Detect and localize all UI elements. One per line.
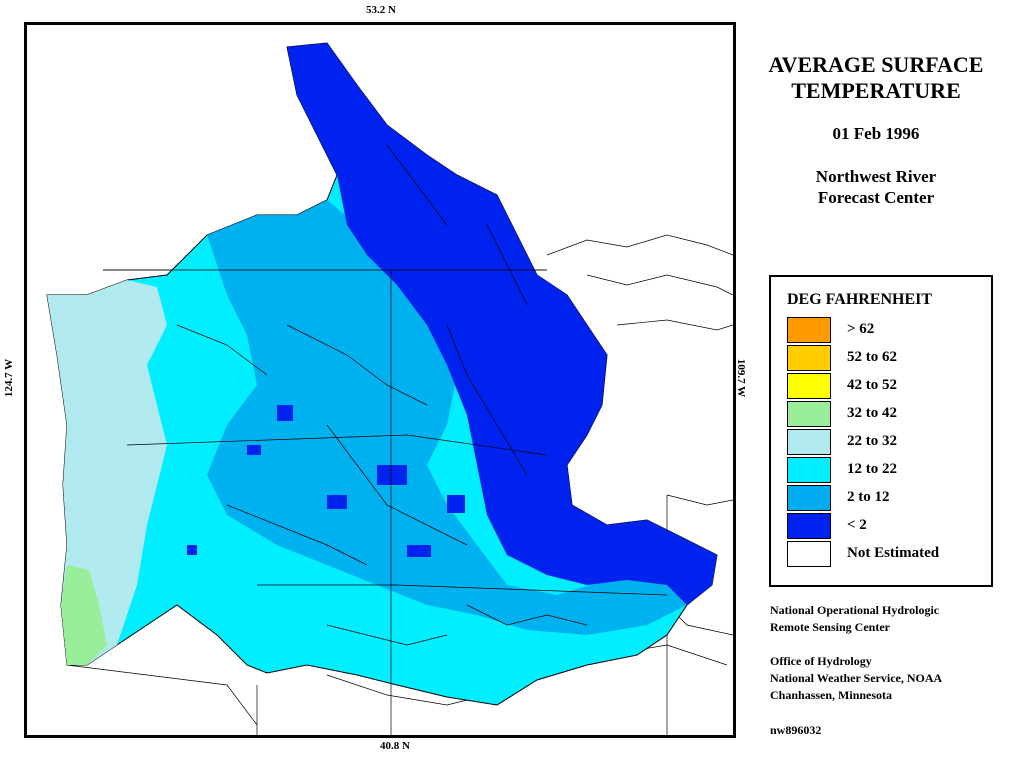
region-cold [287,43,717,605]
legend-label: 12 to 22 [847,461,897,477]
legend-swatch [787,429,831,455]
map-date: 01 Feb 1996 [832,124,920,143]
legend: DEG FAHRENHEIT > 62 52 to 62 42 to 52 32… [769,275,993,587]
legend-swatch [787,317,831,343]
map-title: AVERAGE SURFACE TEMPERATURE [748,52,1004,104]
credit-line: National Weather Service, NOAA [770,671,943,685]
credit-line: National Operational Hydrologic [770,603,940,617]
region-mid [207,200,717,635]
legend-label: 2 to 12 [847,489,890,505]
forecast-center-line2: Forecast Center [817,188,935,207]
legend-item: < 2 [787,513,987,541]
legend-title: DEG FAHRENHEIT [787,291,933,308]
forecast-center: Northwest River Forecast Center [748,166,1004,208]
legend-swatch [787,373,831,399]
legend-swatch [787,485,831,511]
product-id: nw896032 [770,723,822,737]
legend-item: Not Estimated [787,541,987,569]
temperature-map [24,22,736,738]
legend-swatch [787,513,831,539]
legend-swatch [787,457,831,483]
legend-label: 52 to 62 [847,349,897,365]
legend-item: 2 to 12 [787,485,987,513]
credit-line: Remote Sensing Center [770,620,890,634]
legend-swatch [787,345,831,371]
map-title-line1: AVERAGE SURFACE [768,52,984,77]
legend-label: 42 to 52 [847,377,897,393]
credit-line: Office of Hydrology [770,654,872,668]
credit-nohrsc: National Operational Hydrologic Remote S… [770,602,939,636]
legend-label: > 62 [847,321,875,337]
legend-item: > 62 [787,317,987,345]
map-title-line2: TEMPERATURE [791,78,961,103]
legend-item: 12 to 22 [787,457,987,485]
legend-item: 52 to 62 [787,345,987,373]
longitude-right-label: 109.7 W [735,358,748,398]
map-canvas [46,42,733,735]
forecast-center-line1: Northwest River [815,167,937,186]
latitude-top-label: 53.2 N [366,4,396,16]
credit-noaa: Office of Hydrology National Weather Ser… [770,653,942,704]
basin-boundaries [103,144,668,735]
region-warm [61,565,107,665]
legend-label: < 2 [847,517,867,533]
legend-item: 22 to 32 [787,429,987,457]
latitude-bottom-label: 40.8 N [380,740,410,752]
cold-speckles [187,405,465,557]
credit-line: Chanhassen, Minnesota [770,688,893,702]
legend-item: 32 to 42 [787,401,987,429]
legend-item: 42 to 52 [787,373,987,401]
legend-swatch [787,541,831,567]
legend-swatch [787,401,831,427]
legend-label: Not Estimated [847,545,940,561]
legend-label: 32 to 42 [847,405,897,421]
legend-label: 22 to 32 [847,433,897,449]
longitude-left-label: 124.7 W [3,358,16,398]
